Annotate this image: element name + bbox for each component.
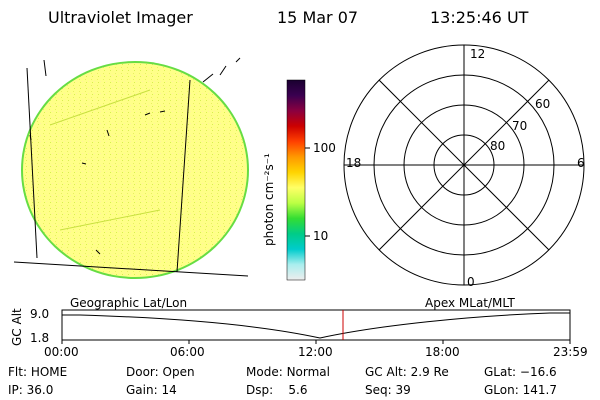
mlt-label-18: 18	[346, 156, 362, 170]
time-tick-1200: 12:00	[298, 345, 333, 359]
colorbar-tick-100: 100	[313, 141, 336, 155]
alt-tick-9: 9.0	[30, 307, 50, 321]
info-door: Door: Open	[126, 365, 195, 379]
time-tick-1800: 18:00	[425, 345, 460, 359]
geographic-grid	[13, 57, 249, 277]
colorbar-unit-label: photon cm⁻²s⁻¹	[262, 153, 276, 246]
geographic-label: Geographic Lat/Lon	[70, 296, 188, 310]
colorbar-tick-10: 10	[313, 229, 329, 243]
polar-plot	[343, 44, 585, 286]
info-gain: Gain: 14	[126, 383, 177, 397]
info-glon: GLon: 141.7	[484, 383, 557, 397]
time-tick-2359: 23:59	[553, 345, 588, 359]
info-gc-alt: GC Alt: 2.9 Re	[365, 365, 449, 379]
mlat-label-70: 70	[512, 119, 528, 133]
info-mode: Mode: Normal	[246, 365, 330, 379]
instrument-title: Ultraviolet Imager	[48, 8, 193, 27]
time-label: 13:25:46 UT	[430, 8, 529, 27]
date-label: 15 Mar 07	[277, 8, 359, 27]
colorbar	[286, 79, 310, 281]
mlt-label-6: 6	[577, 156, 585, 170]
time-tick-0600: 06:00	[170, 345, 205, 359]
info-dsp: Dsp: 5.6	[246, 383, 308, 397]
info-seq: Seq: 39	[365, 383, 411, 397]
mlat-label-60: 60	[535, 97, 551, 111]
gc-alt-axis-label: GC Alt	[10, 308, 24, 346]
time-tick-0000: 00:00	[44, 345, 79, 359]
info-ip: IP: 36.0	[8, 383, 54, 397]
mlat-label-80: 80	[490, 139, 506, 153]
alt-tick-1-8: 1.8	[30, 331, 50, 345]
uv-earth-image	[21, 61, 249, 279]
apex-label: Apex MLat/MLT	[425, 296, 515, 310]
mlt-label-0: 0	[467, 275, 475, 289]
info-flt: Flt: HOME	[8, 365, 68, 379]
mlt-label-12: 12	[470, 47, 486, 61]
info-glat: GLat: −16.6	[484, 365, 557, 379]
altitude-plot	[61, 309, 571, 344]
